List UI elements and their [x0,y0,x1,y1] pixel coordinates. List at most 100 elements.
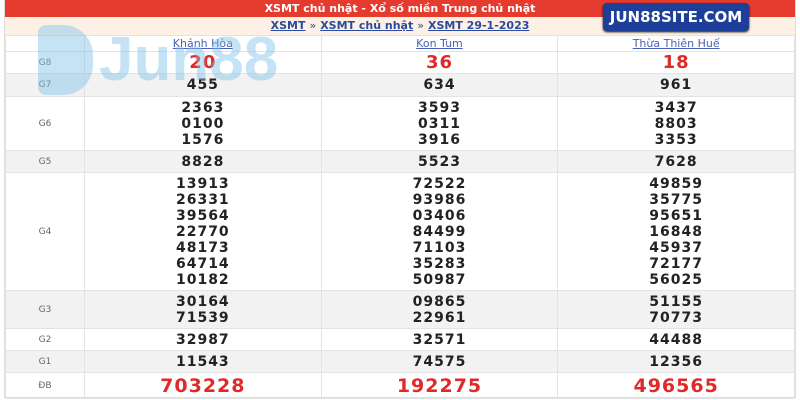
province-header: Thừa Thiên Huế [557,35,795,52]
province-header-row: Khánh Hòa Kon Tum Thừa Thiên Huế [5,35,795,52]
prize-number: 13913 [175,175,230,192]
prize-number: 3593 [418,99,461,116]
prize-number: 22961 [412,309,467,326]
prize-cell: 5523 [320,150,559,173]
prize-number: 39564 [175,207,230,224]
breadcrumb-xsmt[interactable]: XSMT [270,19,306,32]
prize-cell: 192275 [320,372,559,399]
prize-row-g6: G6 2363 0100 1576 3593 0311 3916 3437 8803 3353 [5,96,795,151]
prize-number: 36 [425,51,454,73]
prize-number: 44488 [649,331,704,348]
empty-header [5,35,85,52]
breadcrumb-separator: » [309,19,317,32]
prize-cell: 36 [320,51,559,74]
prize-number: 09865 [412,293,467,310]
prize-number: 48173 [175,239,230,256]
prize-cell: 3437 8803 3353 [557,96,795,151]
prize-number: 71539 [175,309,230,326]
prize-number: 35283 [412,255,467,272]
prize-cell: 20 [84,51,322,74]
prize-number: 45937 [649,239,704,256]
prize-cell: 7628 [557,150,795,173]
prize-number: 2363 [181,99,225,116]
prize-number: 16848 [649,223,704,240]
prize-cell: 12356 [557,350,795,373]
prize-row-g1: G1 11543 74575 12356 [5,350,795,373]
prize-label: G5 [5,150,85,173]
prize-cell: 2363 0100 1576 [84,96,322,151]
prize-label: G8 [5,51,85,74]
prize-row-g5: G5 8828 5523 7628 [5,150,795,173]
prize-number: 22770 [175,223,230,240]
prize-number: 0100 [181,115,225,132]
prize-cell: 3593 0311 3916 [320,96,559,151]
prize-cell: 32987 [84,328,322,351]
prize-cell: 13913 26331 39564 22770 48173 64714 10182 [84,172,322,291]
breadcrumb-date[interactable]: XSMT 29-1-2023 [427,19,530,32]
prize-number: 192275 [396,374,483,397]
breadcrumb-xsmt-sunday[interactable]: XSMT chủ nhật [320,19,414,32]
prize-number: 70773 [649,309,704,326]
prize-number: 3437 [654,99,698,116]
province-header: Khánh Hòa [84,35,322,52]
prize-number: 8803 [654,115,698,132]
prize-cell: 72522 93986 03406 84499 71103 35283 50987 [320,172,559,291]
prize-number: 50987 [412,271,467,288]
prize-number: 634 [423,77,456,93]
prize-number: 5523 [418,153,461,170]
results-panel: XSMT chủ nhật - Xổ số miền Trung chủ nhậ… [4,0,796,399]
prize-number: 56025 [649,271,704,288]
prize-row-g8: G8 20 36 18 [5,51,795,74]
prize-number: 64714 [175,255,230,272]
results-table: Khánh Hòa Kon Tum Thừa Thiên Huế G8 20 36 1… [5,35,795,399]
province-link-kon-tum[interactable]: Kon Tum [416,37,463,50]
prize-number: 32571 [412,331,467,348]
prize-cell: 74575 [320,350,559,373]
page-title: XSMT chủ nhật - Xổ số miền Trung chủ nhậ… [5,0,795,17]
prize-number: 3353 [654,131,698,148]
province-link-khanh-hoa[interactable]: Khánh Hòa [172,37,233,50]
prize-cell: 496565 [557,372,795,399]
prize-number: 703228 [160,374,246,397]
province-link-thua-thien-hue[interactable]: Thừa Thiên Huế [632,37,720,50]
prize-label: G1 [5,350,85,373]
prize-number: 03406 [412,207,467,224]
prize-number: 51155 [649,293,704,310]
prize-cell: 8828 [84,150,322,173]
prize-row-g2: G2 32987 32571 44488 [5,328,795,351]
prize-number: 1576 [181,131,225,148]
prize-label: G6 [5,96,85,151]
site-badge: JUN88SITE.COM [603,3,749,31]
prize-row-g3: G3 30164 71539 09865 22961 51155 70773 [5,290,795,329]
prize-cell: 51155 70773 [557,290,795,329]
prize-number: 10182 [175,271,230,288]
prize-number: 11543 [175,353,230,370]
prize-label: G7 [5,73,85,97]
prize-cell: 30164 71539 [84,290,322,329]
prize-number: 0311 [418,115,461,132]
prize-cell: 09865 22961 [320,290,559,329]
prize-number: 26331 [175,191,230,208]
prize-cell: 32571 [320,328,559,351]
prize-number: 74575 [412,353,467,370]
prize-label: ĐB [5,372,85,399]
prize-number: 71103 [412,239,467,256]
prize-number: 93986 [412,191,467,208]
prize-cell: 455 [84,73,322,97]
province-header: Kon Tum [320,35,559,52]
prize-number: 7628 [654,153,698,170]
prize-row-đb: ĐB 703228 192275 496565 [5,372,795,399]
prize-cell: 703228 [84,372,322,399]
prize-cell: 11543 [84,350,322,373]
prize-number: 20 [189,51,217,73]
prize-number: 961 [660,77,693,93]
prize-row-g7: G7 455 634 961 [5,73,795,97]
prize-number: 49859 [649,175,704,192]
prize-number: 496565 [633,374,719,397]
prize-label: G2 [5,328,85,351]
prize-cell: 961 [557,73,795,97]
prize-number: 3916 [418,131,461,148]
prize-number: 95651 [649,207,704,224]
prize-cell: 49859 35775 95651 16848 45937 72177 56025 [557,172,795,291]
prize-number: 455 [186,77,219,93]
